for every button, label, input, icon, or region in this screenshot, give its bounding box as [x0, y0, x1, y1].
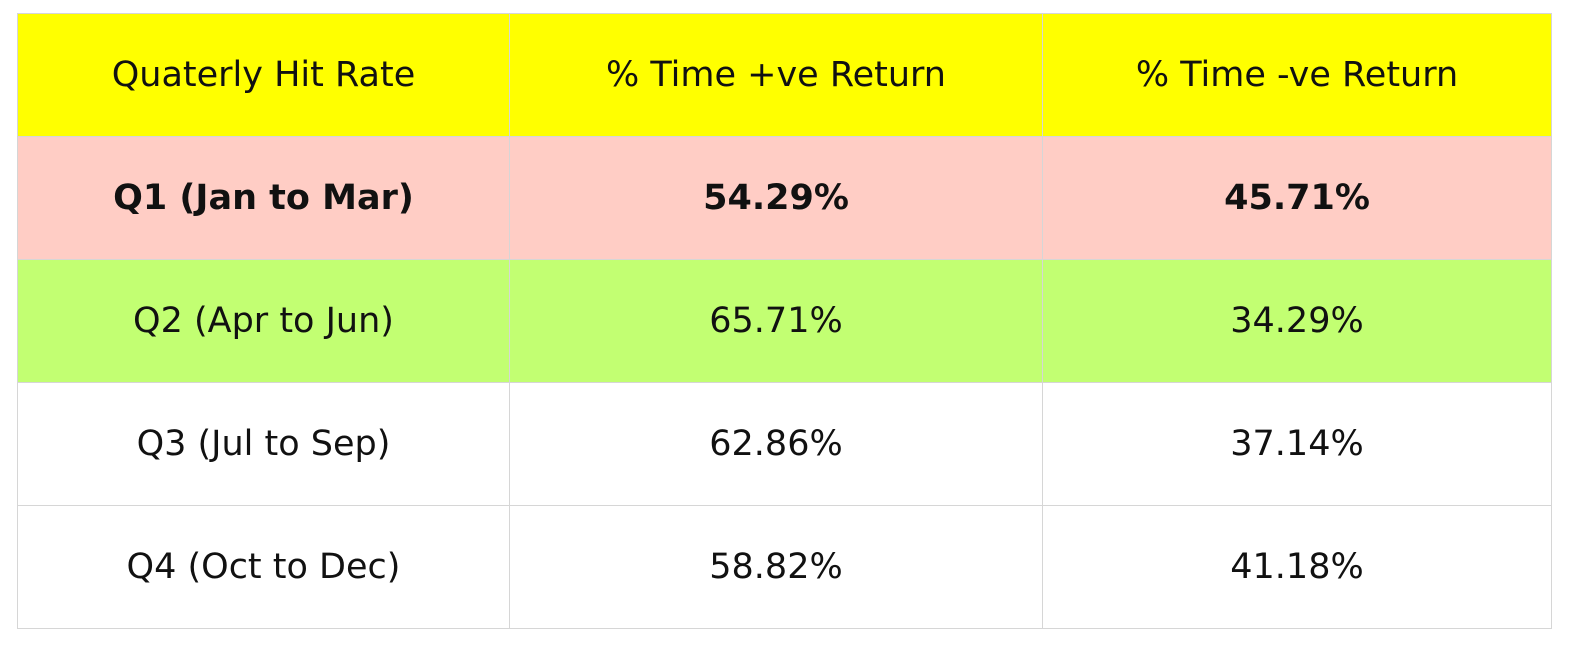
header-row: Quaterly Hit Rate % Time +ve Return % Ti… — [17, 13, 1552, 137]
negative-cell: 34.29% — [1042, 259, 1552, 383]
negative-cell: 37.14% — [1042, 382, 1552, 506]
negative-cell: 45.71% — [1042, 136, 1552, 260]
header-cell: % Time -ve Return — [1042, 13, 1552, 137]
hit-rate-table: Quaterly Hit Rate % Time +ve Return % Ti… — [17, 13, 1552, 629]
quarter-cell: Q1 (Jan to Mar) — [17, 136, 510, 260]
table-body: Q1 (Jan to Mar) 54.29% 45.71% Q2 (Apr to… — [17, 136, 1552, 629]
table-row: Q3 (Jul to Sep) 62.86% 37.14% — [17, 382, 1552, 506]
negative-cell: 41.18% — [1042, 505, 1552, 629]
quarter-cell: Q3 (Jul to Sep) — [17, 382, 510, 506]
positive-cell: 62.86% — [509, 382, 1043, 506]
positive-cell: 65.71% — [509, 259, 1043, 383]
positive-cell: 58.82% — [509, 505, 1043, 629]
quarter-cell: Q4 (Oct to Dec) — [17, 505, 510, 629]
quarter-cell: Q2 (Apr to Jun) — [17, 259, 510, 383]
table-row: Q2 (Apr to Jun) 65.71% 34.29% — [17, 259, 1552, 383]
table-head: Quaterly Hit Rate % Time +ve Return % Ti… — [17, 13, 1552, 137]
positive-cell: 54.29% — [509, 136, 1043, 260]
header-cell: % Time +ve Return — [509, 13, 1043, 137]
table-row: Q4 (Oct to Dec) 58.82% 41.18% — [17, 505, 1552, 629]
table-row: Q1 (Jan to Mar) 54.29% 45.71% — [17, 136, 1552, 260]
header-cell: Quaterly Hit Rate — [17, 13, 510, 137]
